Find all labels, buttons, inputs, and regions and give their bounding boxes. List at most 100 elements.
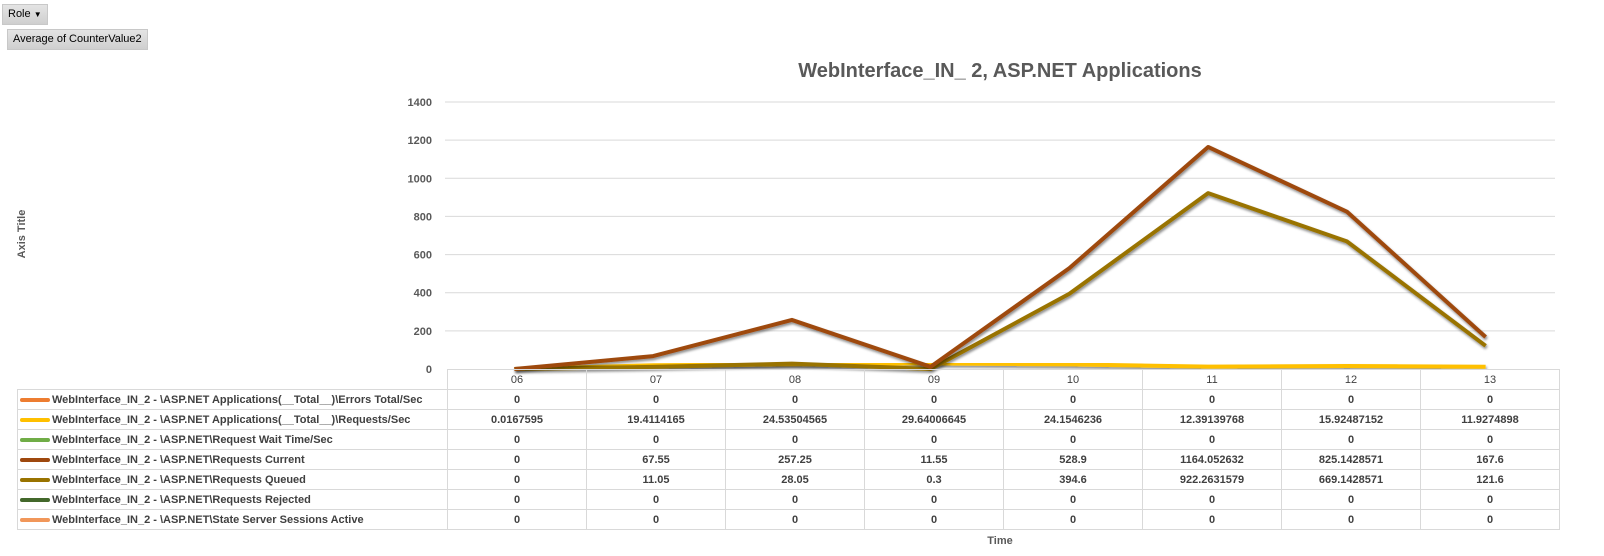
data-cell: 528.9 [1003, 449, 1143, 470]
data-cell: 0 [1420, 389, 1560, 410]
data-cell: 1164.052632 [1142, 449, 1282, 470]
data-cell: 825.1428571 [1281, 449, 1421, 470]
data-cell: 67.55 [586, 449, 726, 470]
table-row: WebInterface_IN_2 - \ASP.NET\Requests Re… [17, 489, 1560, 510]
x-tick-label: 12 [1281, 369, 1421, 390]
data-cell: 0 [447, 469, 587, 490]
data-cell: 0 [447, 509, 587, 530]
data-cell: 0 [1281, 509, 1421, 530]
series-line [514, 191, 1487, 371]
data-cell: 0 [864, 489, 1004, 510]
legend-swatch-icon [20, 517, 50, 522]
data-cell: 0 [1142, 389, 1282, 410]
data-table: 06 07 08 09 10 11 12 13 WebInterface_IN_2 - \ASP… [17, 369, 1560, 530]
x-axis-title: Time [987, 535, 1013, 547]
legend-swatch-icon [20, 477, 50, 482]
y-tick-label: 400 [414, 288, 432, 300]
data-cell: 0 [725, 489, 865, 510]
dropdown-arrow-icon: ▼ [33, 10, 42, 19]
table-row: WebInterface_IN_2 - \ASP.NET Application… [17, 389, 1560, 410]
legend-entry: WebInterface_IN_2 - \ASP.NET Application… [17, 389, 448, 410]
data-cell: 12.39139768 [1142, 409, 1282, 430]
data-cell: 11.55 [864, 449, 1004, 470]
data-cell: 19.4114165 [586, 409, 726, 430]
legend-swatch-icon [20, 397, 50, 402]
table-row: WebInterface_IN_2 - \ASP.NET\Requests Qu… [17, 469, 1560, 490]
series-line [514, 144, 1487, 371]
y-tick-label: 1000 [408, 173, 432, 185]
legend-entry: WebInterface_IN_2 - \ASP.NET\Requests Re… [17, 489, 448, 510]
x-tick-label: 13 [1420, 369, 1560, 390]
y-tick-label: 200 [414, 326, 432, 338]
table-row: WebInterface_IN_2 - \ASP.NET\State Serve… [17, 509, 1560, 530]
data-cell: 121.6 [1420, 469, 1560, 490]
data-cell: 257.25 [725, 449, 865, 470]
data-cell: 0 [1003, 489, 1143, 510]
role-filter-button[interactable]: Role ▼ [2, 4, 48, 25]
data-cell: 0 [586, 509, 726, 530]
chart-title: WebInterface_IN_ 2, ASP.NET Applications [798, 60, 1202, 82]
legend-swatch-icon [20, 437, 50, 442]
table-row: WebInterface_IN_2 - \ASP.NET Application… [17, 409, 1560, 430]
data-cell: 0 [1142, 509, 1282, 530]
data-cell: 0 [864, 389, 1004, 410]
legend-swatch-icon [20, 417, 50, 422]
role-label: Role [8, 8, 31, 20]
data-cell: 0 [725, 389, 865, 410]
table-corner [17, 369, 448, 390]
value-field-button[interactable]: Average of CounterValue2 [7, 29, 148, 50]
x-tick-label: 10 [1003, 369, 1143, 390]
table-row: WebInterface_IN_2 - \ASP.NET\Request Wai… [17, 429, 1560, 450]
series-name: WebInterface_IN_2 - \ASP.NET Application… [52, 413, 411, 426]
y-tick-label: 1400 [408, 97, 432, 109]
legend-entry: WebInterface_IN_2 - \ASP.NET\State Serve… [17, 509, 448, 530]
data-cell: 0 [725, 429, 865, 450]
data-cell: 0 [447, 489, 587, 510]
data-cell: 0 [1142, 489, 1282, 510]
legend-swatch-icon [20, 457, 50, 462]
x-tick-label: 08 [725, 369, 865, 390]
data-cell: 0.3 [864, 469, 1004, 490]
data-cell: 0 [725, 509, 865, 530]
legend-entry: WebInterface_IN_2 - \ASP.NET\Request Wai… [17, 429, 448, 450]
data-cell: 0 [447, 389, 587, 410]
data-cell: 0 [1281, 489, 1421, 510]
data-cell: 0 [586, 489, 726, 510]
series-name: WebInterface_IN_2 - \ASP.NET\Requests Cu… [52, 453, 305, 466]
x-tick-label: 09 [864, 369, 1004, 390]
data-cell: 24.1546236 [1003, 409, 1143, 430]
data-cell: 0 [864, 509, 1004, 530]
data-cell: 0 [447, 429, 587, 450]
legend-entry: WebInterface_IN_2 - \ASP.NET\Requests Qu… [17, 469, 448, 490]
y-tick-label: 600 [414, 250, 432, 262]
data-cell: 11.9274898 [1420, 409, 1560, 430]
data-cell: 0 [447, 449, 587, 470]
data-cell: 0 [1420, 429, 1560, 450]
x-tick-label: 11 [1142, 369, 1282, 390]
data-cell: 0 [1281, 429, 1421, 450]
data-cell: 0 [864, 429, 1004, 450]
data-cell: 0 [1003, 389, 1143, 410]
data-cell: 15.92487152 [1281, 409, 1421, 430]
data-cell: 669.1428571 [1281, 469, 1421, 490]
series-name: WebInterface_IN_2 - \ASP.NET\Requests Re… [52, 493, 311, 506]
y-tick-label: 1200 [408, 135, 432, 147]
y-tick-label: 800 [414, 211, 432, 223]
data-cell: 0 [1420, 509, 1560, 530]
data-cell: 0.0167595 [447, 409, 587, 430]
legend-swatch-icon [20, 497, 50, 502]
series-name: WebInterface_IN_2 - \ASP.NET\Requests Qu… [52, 473, 306, 486]
data-cell: 0 [1281, 389, 1421, 410]
data-cell: 11.05 [586, 469, 726, 490]
data-cell: 0 [1142, 429, 1282, 450]
data-cell: 24.53504565 [725, 409, 865, 430]
x-tick-label: 07 [586, 369, 726, 390]
x-tick-label: 06 [447, 369, 587, 390]
legend-entry: WebInterface_IN_2 - \ASP.NET\Requests Cu… [17, 449, 448, 470]
data-cell: 0 [1003, 509, 1143, 530]
data-cell: 28.05 [725, 469, 865, 490]
table-row: WebInterface_IN_2 - \ASP.NET\Requests Cu… [17, 449, 1560, 470]
series-name: WebInterface_IN_2 - \ASP.NET\State Serve… [52, 513, 364, 526]
legend-entry: WebInterface_IN_2 - \ASP.NET Application… [17, 409, 448, 430]
data-cell: 0 [1420, 489, 1560, 510]
